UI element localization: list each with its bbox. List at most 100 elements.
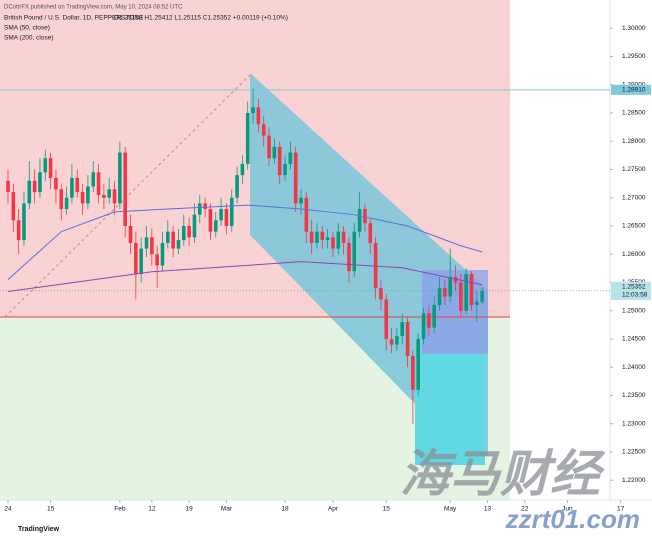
candle-body [336,231,341,249]
y-tick-label: 1.27000 [622,194,646,201]
candle-body [405,322,410,356]
candle-body [176,240,181,249]
candle-body [304,197,309,232]
candle-body [11,192,16,221]
candle-body [395,336,399,345]
x-tick-label: May [444,506,457,513]
watermark-cn: 海马财经 [400,446,606,502]
x-tick-label: 12 [148,506,156,513]
x-tick-label: 13 [484,506,492,513]
y-tick-label: 1.28500 [622,110,646,117]
candle-body [325,237,330,241]
x-tick-label: 22 [521,506,529,513]
candle-body [331,237,335,249]
x-tick-label: Jun [562,506,573,513]
candle-body [347,242,351,272]
x-tick-label: Mar [221,506,233,513]
candle-body [272,146,277,159]
candle-body [134,242,138,275]
publisher: DCottrFX published on TradingView.com, M… [4,5,183,11]
x-tick-label: 19 [186,506,194,513]
projection-box [415,353,485,465]
candle-body [123,152,127,226]
x-tick-label: 15 [47,506,55,513]
last-price-tag [611,281,651,300]
candle-body [379,288,383,300]
y-tick-label: 1.22000 [622,477,646,484]
candle-body [464,274,468,311]
candle-body [459,282,463,311]
candle-body [480,290,484,302]
candle-body [368,223,373,243]
y-tick-label: 1.28000 [622,138,646,145]
candle-body [341,231,346,243]
candle-body [96,172,101,195]
candle-body [213,220,218,232]
candle-body [32,180,37,193]
candle-body [315,231,319,243]
candle-body [453,276,458,283]
candle-body [187,225,191,238]
sma-line [7,204,483,281]
x-tick-label: 24 [4,506,12,513]
y-tick-label: 1.25000 [622,307,646,314]
y-tick-label: 1.23500 [622,392,646,399]
candle-body [245,112,250,164]
candle-body [251,107,255,113]
candle-body [229,197,234,226]
candle-body [448,276,452,297]
candle-body [293,152,298,204]
candle-body [299,197,303,204]
candle-body [107,189,112,198]
candle-body [38,172,42,193]
candle-body [203,203,207,210]
candle-body [411,355,415,390]
candle-body [59,189,64,210]
candle-body [181,225,186,241]
price-line-tag [611,84,651,95]
candle-body [421,313,426,339]
candle-body [363,209,367,224]
candle-body [150,237,154,255]
y-tick-label: 1.23000 [622,420,646,427]
candle-body [118,152,122,204]
countdown-label: 12:03:58 [622,292,648,299]
candle-body [160,242,165,266]
candle-body [240,163,245,176]
legend-sma50: SMA (50, close) [4,25,50,32]
plot [0,88,610,424]
candle-body [357,209,362,232]
x-tick-label: Feb [114,506,126,513]
candle-body [197,203,202,215]
candle-body [277,146,282,176]
price-line-label: 1.28910 [622,87,646,94]
ohlc: O1.25158 H1.25412 L1.25115 C1.25352 +0.0… [114,15,288,22]
candle-body [144,237,149,249]
candle-body [43,158,48,173]
candle-body [192,214,197,238]
range-box [422,270,488,354]
candle-body [16,220,21,241]
sma-line [7,261,483,293]
candle-body [70,177,74,198]
y-tick-label: 1.26000 [622,251,646,258]
y-tick-label: 1.26500 [622,223,646,230]
y-tick-label: 1.24000 [622,364,646,371]
candle-body [224,209,229,226]
candle-body [86,186,90,204]
candle-body [256,107,261,125]
candle-body [443,288,447,297]
candle-body [27,180,32,204]
watermark-url: zzrt01.com [505,504,640,534]
footer-logo: TradingView [18,526,60,533]
candle-body [384,299,389,339]
candle-body [91,172,96,187]
candle-body [48,158,53,178]
symbol-title: British Pound / U.S. Dollar, 1D, PEPPERS… [4,15,144,22]
x-tick-label: 15 [383,506,391,513]
candle-body [283,163,287,176]
candle-body [208,209,213,232]
candle-body [416,338,421,390]
x-tick-label: Apr [328,506,339,513]
